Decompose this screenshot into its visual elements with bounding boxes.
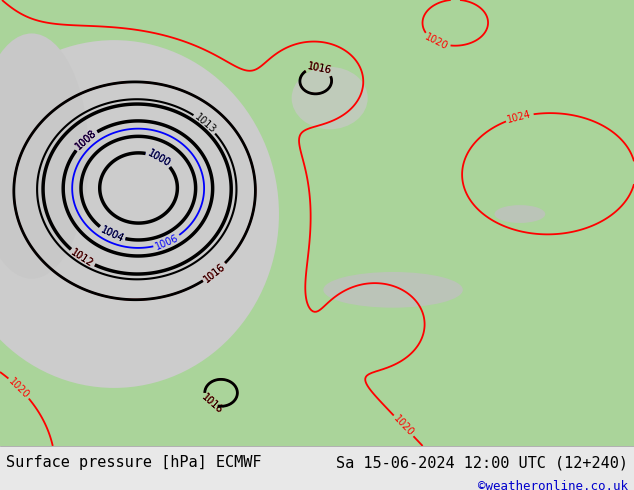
Text: Surface pressure [hPa] ECMWF: Surface pressure [hPa] ECMWF xyxy=(6,455,262,470)
Text: 1016: 1016 xyxy=(306,61,332,75)
Text: 1016: 1016 xyxy=(306,61,332,75)
Text: 1000: 1000 xyxy=(146,147,172,169)
Text: 1004: 1004 xyxy=(99,224,125,244)
Text: 1008: 1008 xyxy=(74,128,98,152)
Ellipse shape xyxy=(495,205,545,223)
Text: Sa 15-06-2024 12:00 UTC (12+240): Sa 15-06-2024 12:00 UTC (12+240) xyxy=(335,455,628,470)
Text: 1024: 1024 xyxy=(507,109,533,125)
Text: 1020: 1020 xyxy=(424,32,450,52)
Text: 1008: 1008 xyxy=(74,128,98,152)
Ellipse shape xyxy=(0,33,89,279)
Text: 1000: 1000 xyxy=(146,147,172,169)
Text: 1016: 1016 xyxy=(200,392,225,416)
Text: 1020: 1020 xyxy=(7,376,31,400)
Text: 1008: 1008 xyxy=(74,128,98,152)
Text: 1006: 1006 xyxy=(153,232,180,251)
Text: 1012: 1012 xyxy=(69,247,95,269)
Text: 1013: 1013 xyxy=(192,112,217,135)
Ellipse shape xyxy=(323,272,463,308)
Text: 1020: 1020 xyxy=(391,414,416,438)
Ellipse shape xyxy=(292,67,368,129)
Text: 1016: 1016 xyxy=(202,261,227,284)
Text: 1016: 1016 xyxy=(200,392,225,416)
Ellipse shape xyxy=(0,40,279,388)
Text: 1004: 1004 xyxy=(99,224,125,244)
Text: ©weatheronline.co.uk: ©weatheronline.co.uk xyxy=(477,480,628,490)
Text: 1012: 1012 xyxy=(69,247,95,269)
Text: 1016: 1016 xyxy=(202,261,227,284)
